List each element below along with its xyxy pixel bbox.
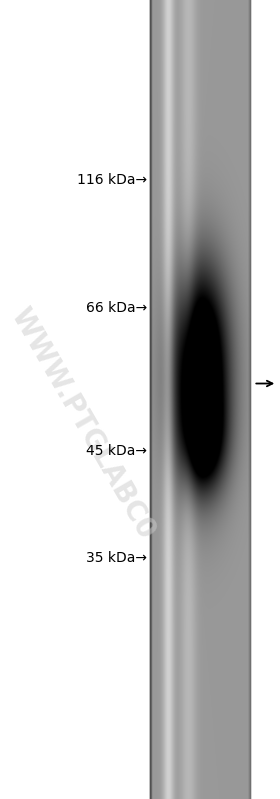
- Text: 116 kDa→: 116 kDa→: [77, 173, 147, 187]
- Text: 66 kDa→: 66 kDa→: [86, 300, 147, 315]
- Text: WWW.PTGLABC0: WWW.PTGLABC0: [5, 303, 160, 544]
- Text: 35 kDa→: 35 kDa→: [86, 551, 147, 565]
- Text: 45 kDa→: 45 kDa→: [86, 444, 147, 459]
